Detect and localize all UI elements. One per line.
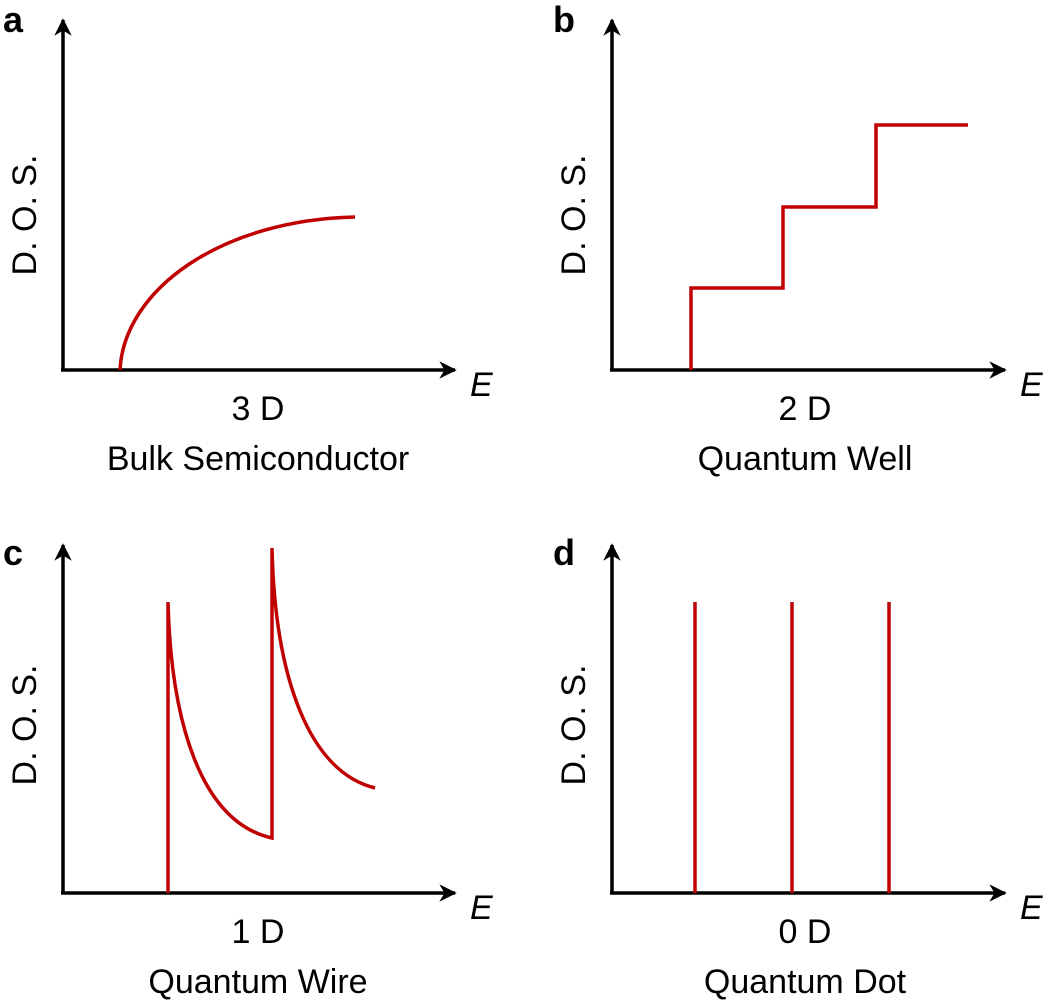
- panel-a: a D. O. S. E 3 D Bulk Semiconductor: [3, 0, 493, 478]
- y-axis-label: D. O. S.: [555, 155, 593, 276]
- panel-c: c D. O. S. E 1 D Quantum Wire: [3, 532, 493, 1001]
- y-axis-label: D. O. S.: [6, 665, 44, 786]
- panel-letter: c: [3, 532, 23, 573]
- system-name: Quantum Wire: [148, 963, 367, 1001]
- x-axis-label: E: [470, 366, 493, 404]
- x-axis-label: E: [470, 889, 493, 927]
- panel-d: d D. O. S. E 0 D Quantum Dot: [553, 532, 1043, 1001]
- y-axis-label: D. O. S.: [555, 665, 593, 786]
- dimension-label: 2 D: [779, 390, 832, 428]
- dimension-label: 0 D: [779, 913, 832, 951]
- system-name: Quantum Well: [698, 440, 913, 478]
- system-name: Quantum Dot: [704, 963, 907, 1001]
- panel-b: b D. O. S. E 2 D Quantum Well: [553, 0, 1043, 478]
- panel-letter: a: [3, 0, 24, 40]
- dos-curve-inverse-sqrt: [166, 547, 376, 893]
- panel-letter: b: [553, 0, 575, 40]
- dimension-label: 1 D: [232, 913, 285, 951]
- y-axis-label: D. O. S.: [6, 155, 44, 276]
- panel-letter: d: [553, 532, 575, 573]
- dos-step-curve: [689, 123, 968, 370]
- system-name: Bulk Semiconductor: [107, 440, 409, 478]
- dimension-label: 3 D: [232, 390, 285, 428]
- x-axis-label: E: [1020, 366, 1043, 404]
- dos-curve-sqrt: [118, 215, 356, 371]
- x-axis-label: E: [1020, 889, 1043, 927]
